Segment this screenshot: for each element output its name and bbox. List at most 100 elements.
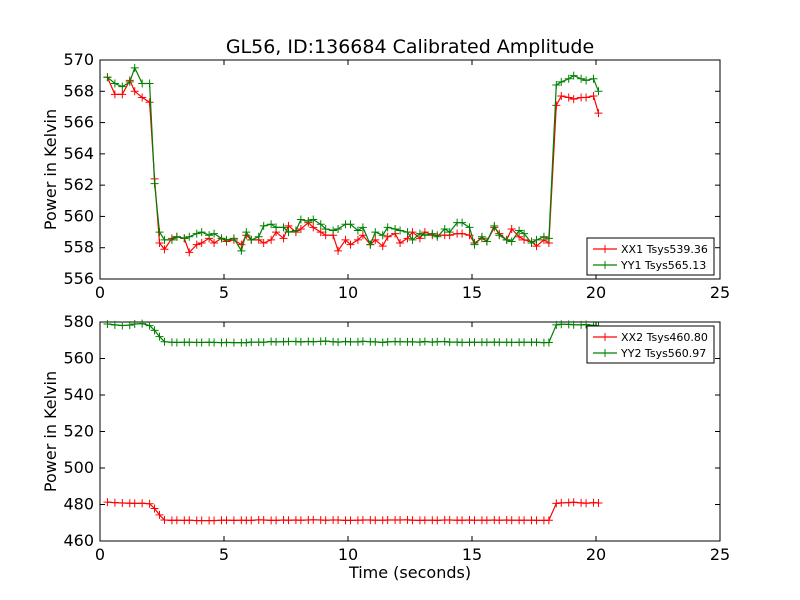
data-point [321,224,330,233]
y-tick-label: 570 [63,50,94,69]
data-point [408,337,417,346]
data-point [150,179,159,188]
data-point [309,515,318,524]
legend-marker [601,261,609,269]
legend: XX2 Tsys460.80 YY2 Tsys560.97 [586,325,715,364]
data-point [180,234,189,243]
data-point [346,337,355,346]
data-point [408,235,417,244]
data-point [544,234,553,243]
data-point [482,237,491,246]
data-point [490,221,499,230]
y-tick-label: 558 [63,238,94,257]
data-point [520,229,529,238]
y-tick-label: 562 [63,175,94,194]
data-point [502,235,511,244]
data-point [309,337,318,346]
data-point [210,239,219,248]
data-point [396,337,405,346]
data-point [366,240,375,249]
x-tick-label: 5 [219,283,229,302]
data-point [150,326,159,335]
x-tick-label: 10 [338,545,358,564]
data-point [304,217,313,226]
data-point [316,228,325,237]
data-point [391,224,400,233]
data-point [197,239,206,248]
data-point [296,516,305,525]
data-point [321,337,330,346]
chart-title: GL56, ID:136684 Calibrated Amplitude [226,36,594,58]
data-point [358,516,367,525]
legend-box [586,325,715,364]
data-point [582,93,591,102]
y-axis-label: Power in Kelvin [41,371,60,492]
data-point [247,516,256,525]
data-point [130,63,139,72]
data-point [267,220,276,229]
y-tick-label: 560 [63,349,94,368]
data-point [229,234,238,243]
series-2 [103,319,603,347]
data-point [138,79,147,88]
data-point [371,228,380,237]
data-point [557,320,566,329]
x-tick-label: 15 [462,545,482,564]
data-point [420,231,429,240]
data-point [353,226,362,235]
data-point [564,74,573,83]
data-point [103,320,112,329]
data-point [272,516,281,525]
data-point [577,74,586,83]
y-tick-label: 540 [63,385,94,404]
data-point [160,235,169,244]
legend-label: YY1 Tsys565.13 [620,259,706,272]
data-point [118,499,127,508]
legend: XX1 Tsys539.36 YY1 Tsys565.13 [586,237,715,276]
data-point [316,220,325,229]
legend-label: XX1 Tsys539.36 [621,243,708,256]
data-point [167,235,176,244]
data-point [544,516,553,525]
data-point [185,516,194,525]
data-point [222,338,231,347]
data-point [532,338,541,347]
data-point [185,338,194,347]
y-tick-label: 580 [63,312,94,331]
data-point [210,516,219,525]
y-tick-label: 568 [63,81,94,100]
top-panel: 0 5 10 15 20 25 556 558 560 562 564 566 568 570 Power … [41,50,730,302]
data-point [582,499,591,508]
data-point [482,338,491,347]
bottom-panel: 0 5 10 15 20 25 460 480 500 520 540 560 580 Power in … [41,312,730,564]
x-tick-label: 20 [586,283,606,302]
data-point [110,79,119,88]
data-point [222,516,231,525]
data-point [378,231,387,240]
data-point [259,516,268,525]
x-tick-label: 25 [710,545,730,564]
data-point [346,516,355,525]
y-tick-label: 500 [63,458,94,477]
x-tick-label: 25 [710,283,730,302]
data-point [569,498,578,507]
data-point [420,516,429,525]
data-point [433,516,442,525]
data-point [470,240,479,249]
data-point [138,499,147,508]
data-point [138,319,147,328]
data-point [160,245,169,254]
data-point [197,338,206,347]
data-point [217,234,226,243]
data-point [378,242,387,251]
data-point [532,235,541,244]
data-point [259,221,268,230]
data-point [291,226,300,235]
data-point [185,232,194,241]
y-tick-label: 520 [63,422,94,441]
data-point [495,338,504,347]
data-point [552,499,561,508]
series-1 [103,498,603,525]
data-point [321,516,330,525]
x-axis-label: Time (seconds) [348,563,471,582]
